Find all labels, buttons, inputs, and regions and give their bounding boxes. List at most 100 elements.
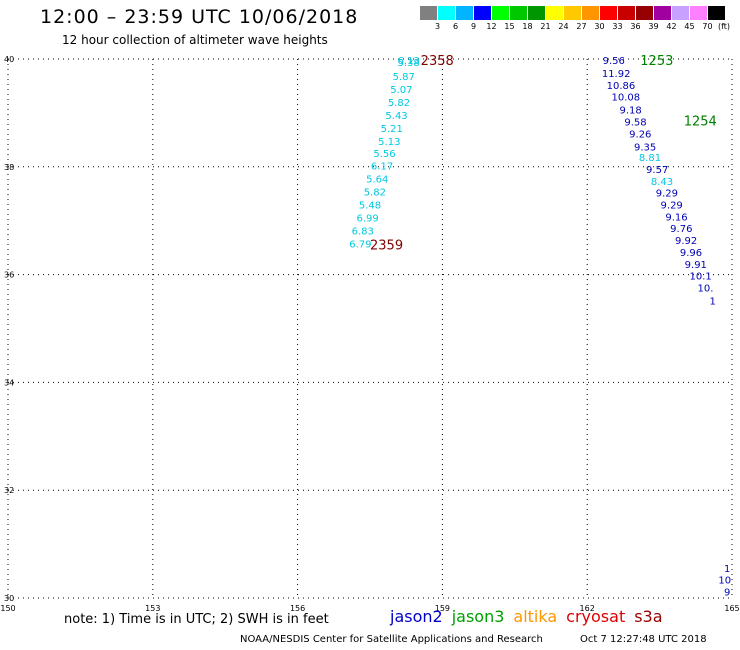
axis-tick-labels: 150 153 156 159 162 165 40 38 36 34 32 30 [0,55,739,613]
legend-swatch [636,6,653,20]
satellite-jason2: jason2 [390,607,443,626]
legend-swatch [672,6,689,20]
wave-height-value: 8.81 [639,153,661,164]
y-tick-label: 36 [4,271,14,280]
wave-height-value: 5.48 [359,201,381,212]
legend-swatch [546,6,563,20]
legend-label: 3 [434,22,441,31]
wave-height-value: 5.82 [364,188,386,199]
legend-label: 36 [630,22,641,31]
y-tick-label: 38 [4,163,14,172]
y-tick-label: 34 [4,378,14,387]
legend-swatch [654,6,671,20]
time-label: 1254 [684,114,717,129]
wave-height-value: 9.56 [603,56,625,67]
legend-label: 12 [486,22,497,31]
wave-height-value: 5.13 [378,137,400,148]
wave-height-value: 9.29 [656,189,678,200]
legend-swatch [708,6,725,20]
legend-unit: (ft) [718,22,731,31]
wave-height-tracks: 6.135.38 5.87 5.07 5.82 5.43 5.21 5.135.56 6.17… [349,56,731,598]
x-tick-label: 153 [145,604,160,613]
wave-height-value: 10.86 [607,81,636,92]
footer-credit: NOAA/NESDIS Center for Satellite Applica… [240,634,543,645]
legend-label: 24 [558,22,569,31]
wave-height-value: 10.08 [611,93,640,104]
x-tick-label: 159 [435,604,450,613]
satellite-s3a: s3a [634,607,663,626]
wave-height-value: 6.83 [352,226,374,237]
x-tick-label: 150 [0,604,15,613]
legend-label: 33 [612,22,623,31]
legend-label: 39 [648,22,659,31]
legend-swatch [492,6,509,20]
legend-swatch [438,6,455,20]
chart-title: 12:00 – 23:59 UTC 10/06/2018 [40,6,359,28]
chart-subtitle: 12 hour collection of altimeter wave hei… [62,33,328,47]
wave-height-value: 1 [724,564,730,575]
legend-label: 45 [684,22,695,31]
legend-label: 42 [666,22,677,31]
legend-swatch [600,6,617,20]
legend-swatch [474,6,491,20]
wave-height-value: 5.21 [381,124,403,135]
legend-label: 9 [470,22,477,31]
x-tick-label: 162 [580,604,595,613]
wave-height-value: 5.38 [397,58,419,69]
wave-height-value: 10. [698,284,714,295]
legend-swatch [618,6,635,20]
wave-height-value: 5.82 [388,98,410,109]
legend-label: 27 [576,22,587,31]
legend-swatch [420,6,437,20]
wave-height-value: 5.07 [390,85,412,96]
legend-swatch [690,6,707,20]
wave-height-value: 9.16 [665,212,687,223]
wave-height-value: 9.18 [620,106,642,117]
time-labels: 2358 2359 1253 1254 [370,54,717,253]
wave-height-value: 9 [724,588,730,599]
wave-height-value: 6.13 [397,56,419,67]
wave-height-value: 9.58 [624,118,646,129]
note-text: note: 1) Time is in UTC; 2) SWH is in fe… [64,612,329,627]
wave-height-value: 5.43 [385,111,407,122]
legend-swatch [528,6,545,20]
wave-height-value: 5.56 [373,149,395,160]
time-label: 1253 [640,54,673,69]
satellite-legend: jason2 jason3 altika cryosat s3a [390,607,672,626]
wave-height-value: 9.26 [629,129,651,140]
wave-height-value: 11.92 [602,69,631,80]
legend-label: 6 [452,22,459,31]
x-tick-label: 165 [724,604,739,613]
wave-height-value: 9.92 [675,236,697,247]
satellite-cryosat: cryosat [566,607,626,626]
y-tick-label: 30 [4,594,14,603]
legend-label: 30 [594,22,605,31]
wave-height-value: 1 [710,296,716,307]
wave-height-value: 5.64 [366,175,388,186]
wave-height-value: 9.91 [685,260,707,271]
wave-height-value: 9.96 [680,248,702,259]
grid-lines [7,58,733,599]
satellite-altika: altika [513,607,558,626]
wave-height-value: 9.29 [661,201,683,212]
wave-height-value: 10 [718,576,731,587]
legend-swatch [582,6,599,20]
wave-height-value: 9.35 [634,142,656,153]
wave-height-value: 6.17 [371,162,393,173]
legend-label: 21 [540,22,551,31]
legend-label: 18 [522,22,533,31]
wave-height-value: 9.57 [646,165,668,176]
y-tick-label: 32 [4,486,14,495]
time-label: 2358 [421,54,454,69]
legend-swatch [564,6,581,20]
wave-height-value: 6.99 [356,213,378,224]
legend-swatch [510,6,527,20]
footer-timestamp: Oct 7 12:27:48 UTC 2018 [580,634,707,645]
wave-height-value: 9.76 [670,224,692,235]
wave-height-value: 5.87 [393,72,415,83]
x-tick-label: 156 [290,604,305,613]
legend-label: 15 [504,22,515,31]
wave-height-value: 8.43 [651,177,673,188]
legend-swatch [456,6,473,20]
